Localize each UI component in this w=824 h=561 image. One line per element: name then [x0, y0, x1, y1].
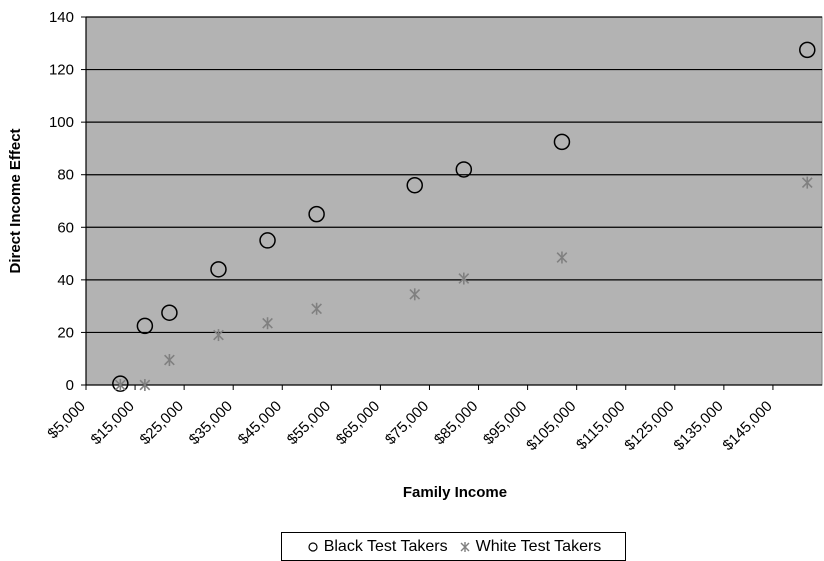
- white-test-takers-point: [311, 302, 322, 315]
- legend-entry-white: White Test Takers: [458, 537, 602, 556]
- black-test-takers-point: [455, 161, 473, 178]
- x-tick-label: $25,000: [137, 398, 187, 448]
- black-test-takers-point: [553, 133, 571, 151]
- y-axis-title: Direct Income Effect: [7, 128, 24, 273]
- white-test-takers-point: [213, 329, 224, 342]
- y-tick-label: 0: [66, 377, 74, 394]
- black-test-takers-point: [210, 261, 227, 278]
- legend-entry-black: Black Test Takers: [306, 538, 448, 556]
- legend-label-white: White Test Takers: [475, 537, 602, 555]
- axes: [85, 17, 822, 386]
- black-test-takers-point: [259, 232, 276, 249]
- data-points: [112, 41, 816, 392]
- white-test-takers-point: [262, 317, 273, 330]
- legend: Black Test Takers White Test Takers: [281, 532, 626, 561]
- y-axis-ticks: 0 20 40 60 80 100 120 140: [49, 9, 86, 394]
- black-test-takers-point: [308, 205, 325, 223]
- white-test-takers-point: [164, 354, 175, 367]
- x-tick-label: $95,000: [480, 398, 530, 448]
- plot-area: [85, 16, 823, 386]
- black-test-takers-point: [406, 176, 423, 194]
- white-test-takers-point: [114, 379, 126, 391]
- y-tick-label: 60: [57, 219, 74, 236]
- x-tick-label: $55,000: [284, 398, 334, 448]
- x-tick-label: $45,000: [235, 398, 285, 448]
- x-tick-label: $135,000: [670, 398, 726, 454]
- y-tick-label: 40: [57, 272, 74, 289]
- circle-marker-icon: [308, 541, 318, 552]
- x-tick-label: $65,000: [333, 398, 383, 448]
- white-test-takers-point: [409, 288, 421, 301]
- x-tick-label: $145,000: [719, 398, 775, 454]
- gridlines: [86, 16, 822, 334]
- black-test-takers-point: [136, 317, 154, 335]
- white-test-takers-point: [139, 379, 151, 391]
- x-axis-title: Family Income: [403, 484, 507, 501]
- white-test-takers-point: [556, 251, 568, 264]
- black-test-takers-point: [161, 304, 178, 321]
- x-tick-label: $5,000: [44, 398, 88, 442]
- black-test-takers-point: [112, 375, 129, 392]
- y-tick-label: 100: [49, 114, 74, 131]
- white-test-takers-point: [458, 272, 470, 285]
- asterisk-marker-icon: [460, 541, 470, 552]
- y-tick-label: 140: [49, 9, 74, 26]
- x-tick-label: $35,000: [186, 398, 236, 448]
- x-tick-label: $75,000: [382, 398, 432, 448]
- legend-label-black: Black Test Takers: [323, 537, 448, 555]
- x-tick-label: $115,000: [573, 398, 628, 453]
- x-tick-label: $105,000: [523, 398, 579, 454]
- x-tick-label: $15,000: [88, 398, 138, 448]
- y-tick-label: 120: [49, 62, 74, 79]
- y-tick-label: 20: [57, 324, 74, 341]
- scatter-chart: $5,000$15,000$25,000$35,000$45,000$55,00…: [7, 9, 823, 501]
- x-axis-ticks: $5,000$15,000$25,000$35,000$45,000$55,00…: [44, 385, 776, 454]
- x-tick-label: $125,000: [621, 398, 677, 454]
- black-test-takers-point: [799, 41, 816, 59]
- y-tick-label: 80: [57, 167, 74, 184]
- white-test-takers-point: [801, 176, 813, 189]
- x-tick-label: $85,000: [431, 398, 481, 448]
